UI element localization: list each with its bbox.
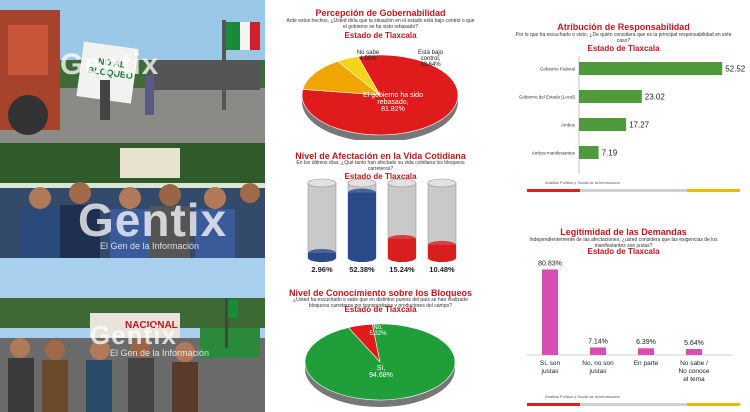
category-label: Gobierno del Estado (Local): [519, 95, 576, 100]
horizontal-bar-chart: Gobierno Federal 52.52 Gobierno del Estado…: [519, 56, 746, 174]
watermark-logo: Gentix: [90, 320, 177, 350]
slice-label: Está bajo control, 13.64%: [417, 50, 444, 68]
chart-title: Percepción de Gobernabilidad: [315, 8, 446, 18]
vertical-bar-chart: 80.83% Sí, son justas 7.14% No, no son justas…: [527, 260, 732, 383]
chart-subtitle: Estado de Tlaxcala: [344, 172, 417, 181]
chart-question: Por lo que ha escuchado o visto, ¿De qui…: [515, 32, 732, 44]
data-label: 5.64%: [684, 340, 704, 347]
category-label: En parte: [634, 360, 659, 367]
chart-subtitle: Estado de Tlaxcala: [344, 305, 417, 314]
slice-label: Sí, 94.68%: [369, 365, 393, 379]
bar: [686, 349, 702, 355]
footer-strip: [527, 186, 740, 192]
data-label: 15.24%: [389, 265, 415, 274]
bar: [590, 347, 606, 355]
data-label: 23.02: [645, 93, 666, 102]
cylinder-bar-chart: 2.96% 52.38% 15.24% 10.48%: [307, 178, 457, 274]
footer-text: Análisis Político y Social de la Informa…: [545, 180, 620, 185]
category-label: Gobierno Federal: [540, 67, 575, 72]
chart-question: Independientemente de las afectaciones, …: [529, 237, 718, 249]
chart-subtitle: Estado de Tlaxcala: [587, 44, 660, 53]
chart-subtitle: Estado de Tlaxcala: [587, 247, 660, 256]
slice-label: No sabe 4.55%: [356, 50, 380, 62]
data-label: 80.83%: [538, 260, 562, 267]
pie-slice: [302, 61, 381, 96]
panel-responsabilidad: Atribución de Responsabilidad Por lo que…: [497, 0, 750, 200]
panel-afectacion: Nivel de Afectación en la Vida Cotidiana…: [268, 143, 493, 280]
chart-title: Nivel de Afectación en la Vida Cotidiana: [295, 151, 466, 161]
data-label: 52.38%: [349, 265, 375, 274]
bar: [579, 90, 642, 103]
bar: [348, 192, 376, 258]
chart-title: Atribución de Responsabilidad: [557, 22, 690, 32]
photo-top: NO AL BLOQUEO Gentix: [0, 0, 265, 143]
watermark-logo: Gentix: [78, 194, 228, 246]
footer-text: Análisis Político y Social de la Informa…: [545, 394, 620, 399]
chart-question: En los últimos días, ¿Qué tanto han afec…: [296, 160, 465, 172]
bar: [579, 146, 599, 159]
panel-gobernabilidad: Percepción de Gobernabilidad Ante estos …: [268, 0, 493, 140]
footer-strip: [527, 400, 740, 406]
slice-label: No, 5.32%: [369, 325, 387, 337]
category-label: Sí, son justas: [540, 360, 561, 375]
data-label: 17.27: [629, 121, 650, 130]
category-label: Ambos manifestantes: [532, 151, 576, 156]
slice-label: El gobierno ha sido rebasado, 81.82%: [363, 92, 423, 113]
bar-track: [307, 182, 337, 259]
data-label: 52.52: [725, 65, 746, 74]
chart-title: Legitimidad de las Demandas: [560, 227, 687, 237]
bar: [638, 348, 654, 355]
bar: [579, 118, 627, 131]
pie-slice: [304, 323, 456, 401]
photo-bottom: NACIONAL Gentix El Gen de la Información: [0, 258, 265, 412]
watermark-tagline: El Gen de la Información: [100, 241, 200, 251]
bar: [579, 62, 723, 75]
chart-question: ¿Usted ha escuchado o sabe que en distin…: [293, 297, 468, 309]
data-label: 7.14%: [588, 338, 608, 345]
category-label: Ambos: [561, 123, 576, 128]
photo-middle: Gentix El Gen de la Información: [0, 143, 265, 258]
data-label: 10.48%: [429, 265, 455, 274]
chart-title: Nivel de Conocimiento sobre los Bloqueos: [288, 288, 473, 298]
data-label: 6.39%: [636, 339, 656, 346]
panel-legitimidad: Legitimidad de las Demandas Independient…: [497, 210, 750, 412]
bar: [542, 269, 558, 355]
chart-subtitle: Estado de Tlaxcala: [344, 31, 417, 40]
data-label: 2.96%: [311, 265, 333, 274]
pie-chart: [304, 323, 456, 407]
data-label: 7.19: [602, 149, 618, 158]
panel-conocimiento: Nivel de Conocimiento sobre los Bloqueos…: [268, 282, 493, 412]
watermark-tagline: El Gen de la Información: [110, 348, 210, 358]
category-label: No, no son justas: [582, 360, 614, 375]
pie-slice: [337, 56, 381, 96]
bar: [388, 238, 416, 258]
watermark-logo: Gentix: [60, 48, 160, 81]
pie-chart: [301, 54, 459, 140]
banner-text: NACIONAL: [125, 320, 178, 331]
category-label: No sabe / No conoce el tema: [678, 360, 709, 383]
chart-question: Ante estos hechos, ¿Usted diría que la s…: [286, 18, 475, 30]
